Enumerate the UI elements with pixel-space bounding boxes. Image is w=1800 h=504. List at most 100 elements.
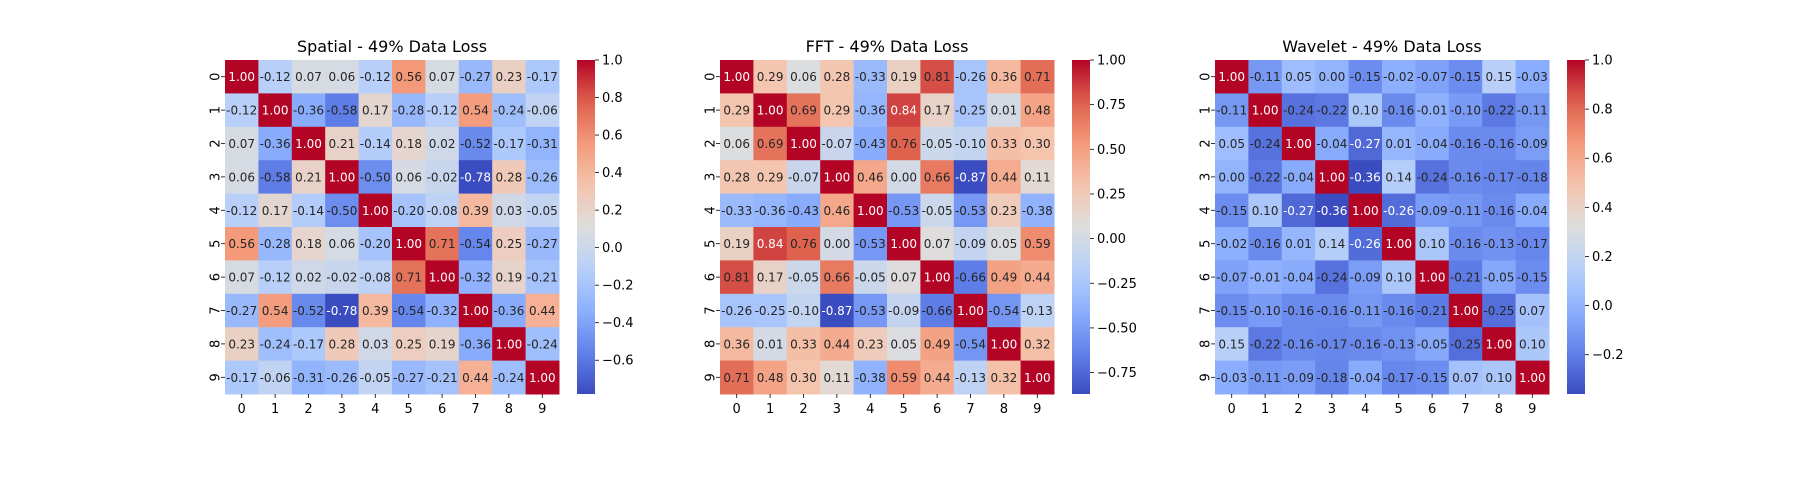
cell-label: 0.29 (757, 170, 784, 184)
cell-label: -0.26 (1383, 204, 1414, 218)
cell-label: 0.17 (362, 104, 389, 118)
cell-label: -0.26 (955, 70, 986, 84)
heatmap-cell (358, 327, 393, 362)
cell-label: 0.06 (790, 70, 817, 84)
heatmap-cell (1348, 260, 1383, 295)
heatmap-cell (1215, 193, 1249, 228)
heatmap-cell (820, 227, 855, 261)
heatmap-cell (720, 260, 754, 295)
cell-label: -0.24 (1316, 271, 1347, 285)
x-tick-label: 1 (271, 402, 279, 417)
heatmap-cell (358, 160, 393, 195)
cell-label: -0.21 (427, 371, 458, 385)
cell-label: -0.10 (788, 304, 819, 318)
heatmap-cell (953, 60, 988, 94)
heatmap-cell (1415, 193, 1450, 228)
y-tick-label: 9 (1199, 373, 1214, 381)
heatmap-cell (1248, 193, 1283, 228)
heatmap-cell (920, 160, 955, 195)
cell-label: -0.22 (1250, 337, 1281, 351)
y-tick-label: 1 (1199, 106, 1214, 114)
cell-label: 0.81 (723, 271, 750, 285)
heatmap-cell (291, 160, 326, 195)
cell-label: 0.39 (362, 304, 389, 318)
cell-label: -0.08 (360, 271, 391, 285)
y-tick-label: 5 (209, 240, 224, 248)
heatmap-cell (492, 293, 527, 328)
cell-label: 0.28 (824, 70, 851, 84)
heatmap-cell (358, 60, 393, 94)
heatmap-cell (786, 327, 821, 362)
cell-label: -0.09 (955, 237, 986, 251)
cell-label: 0.54 (462, 104, 489, 118)
cell-label: -0.31 (293, 371, 324, 385)
cell-label: -0.53 (955, 204, 986, 218)
y-tick-label: 6 (1199, 273, 1214, 281)
heatmap-cell (225, 160, 259, 195)
heatmap-cell (1248, 327, 1283, 362)
cell-label: 1.00 (1452, 304, 1479, 318)
cell-label: -0.26 (326, 371, 357, 385)
heatmap-cell (492, 93, 527, 128)
heatmap-cell (225, 293, 259, 328)
heatmap-cell (1315, 193, 1350, 228)
cell-label: 1.00 (757, 104, 784, 118)
cell-label: -0.05 (1483, 271, 1514, 285)
y-tick-label: 4 (704, 206, 719, 214)
cell-label: -0.05 (788, 271, 819, 285)
cell-label: 0.10 (1385, 271, 1412, 285)
heatmap-cell (1020, 193, 1055, 228)
heatmap-cell (392, 360, 426, 395)
cell-label: -0.24 (1417, 170, 1448, 184)
cell-label: -0.07 (788, 170, 819, 184)
y-tick-label: 3 (704, 173, 719, 181)
cell-label: -0.10 (955, 137, 986, 151)
y-tick-label: 5 (1199, 240, 1214, 248)
cell-label: -0.27 (1350, 137, 1381, 151)
cell-label: -0.26 (721, 304, 752, 318)
heatmap-cell (525, 60, 560, 94)
cell-label: -0.21 (527, 271, 558, 285)
cell-label: -0.17 (1517, 237, 1548, 251)
heatmap-cell (1448, 293, 1483, 328)
heatmap-cell (1382, 260, 1416, 295)
heatmap-cell (225, 126, 259, 161)
cell-label: 0.07 (295, 70, 322, 84)
y-tick-label: 9 (209, 373, 224, 381)
cell-label: -0.05 (855, 271, 886, 285)
cell-label: -0.08 (427, 204, 458, 218)
heatmap-cell (820, 327, 855, 362)
heatmap-cell (1281, 126, 1316, 161)
colorbar-tick-label: 0.75 (1097, 98, 1126, 113)
cell-label: -0.24 (493, 371, 524, 385)
cell-label: -0.36 (1316, 204, 1347, 218)
heatmap-cell (1281, 93, 1316, 128)
heatmap-cell (753, 126, 788, 161)
heatmap-cell (425, 160, 460, 195)
heatmap-cell (458, 260, 493, 295)
cell-label: 0.44 (991, 170, 1018, 184)
x-tick-label: 5 (900, 402, 908, 417)
cell-label: 1.00 (262, 104, 289, 118)
heatmap-cell (425, 260, 460, 295)
cell-label: -0.15 (1450, 70, 1481, 84)
heatmap-cell (786, 60, 821, 94)
cell-label: -0.54 (955, 337, 986, 351)
heatmap-cell (1281, 327, 1316, 362)
heatmap-cell (1448, 360, 1483, 395)
cell-label: -0.36 (855, 104, 886, 118)
heatmap-cell (1415, 293, 1450, 328)
heatmap-cell (1482, 327, 1517, 362)
cell-label: 1.00 (1285, 137, 1312, 151)
heatmap-cell (258, 227, 293, 261)
heatmap-cell (325, 227, 360, 261)
heatmap-cell (753, 160, 788, 195)
heatmap-cell (786, 93, 821, 128)
cell-label: -0.15 (1517, 271, 1548, 285)
chart-title: Spatial - 49% Data Loss (297, 37, 487, 56)
cell-label: -0.25 (755, 304, 786, 318)
cell-label: 0.07 (924, 237, 951, 251)
cell-label: -0.16 (1283, 337, 1314, 351)
heatmap-cell (786, 193, 821, 228)
heatmap-cell (1215, 60, 1249, 94)
